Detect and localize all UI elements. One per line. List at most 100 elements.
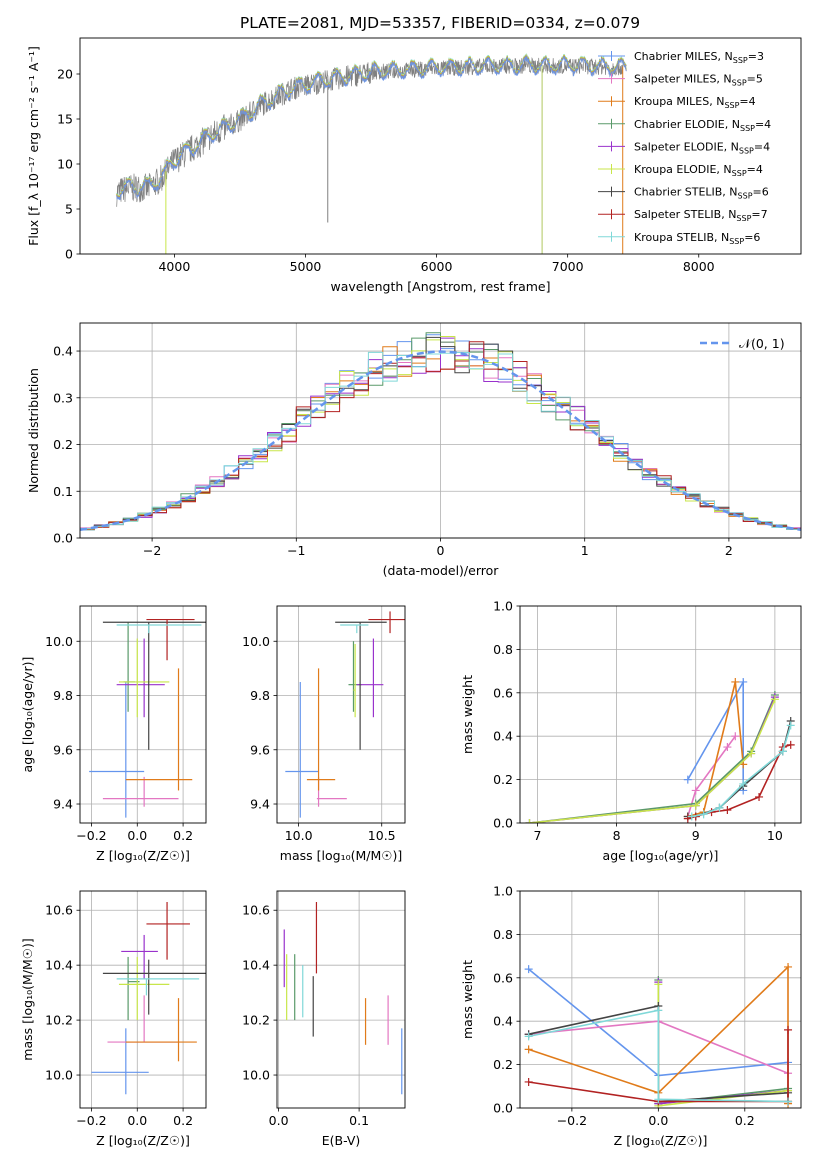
spectrum-frame (79, 37, 802, 255)
series-marker (683, 775, 692, 784)
y-tick-label: 0.3 (53, 390, 73, 405)
y-tick-label: 0.8 (493, 642, 513, 657)
y-tick-label: 0.8 (493, 927, 513, 942)
y-tick-label: 10.2 (242, 1013, 270, 1028)
spectrum-model-line (116, 53, 627, 199)
errorbar-point (102, 621, 206, 750)
x-tick-label: 0.0 (127, 828, 147, 843)
y-tick-label: 10.2 (45, 1013, 73, 1028)
Z-mass-axes: −0.2 0.0 0.2 10.0 10.2 10.4 10.6 Z [log₁₀(Z/Z☉)… (20, 890, 207, 1148)
y-tick-label: 5 (65, 202, 73, 217)
x-tick-label: −0.2 (76, 1113, 106, 1128)
y-tick-label: 10.0 (45, 1068, 73, 1083)
y-tick-label: 9.8 (250, 688, 270, 703)
series-line (654, 975, 793, 1108)
Z-massweight-plot-area (524, 962, 793, 1108)
spectrum-model-line (116, 52, 627, 199)
y-tick-label: 0.6 (493, 970, 513, 985)
series-line (524, 1006, 793, 1106)
series-marker (654, 980, 663, 989)
errorbar-point (368, 611, 405, 634)
ebv-mass-frame (276, 890, 406, 1109)
errorbar-point (102, 959, 206, 1015)
errorbar-point (340, 624, 369, 634)
Z-age-axes: −0.2 0.0 0.2 9.4 9.6 9.8 10.0 Z [log₁₀(Z/Z☉)] ag… (20, 605, 207, 863)
y-tick-label: 9.4 (53, 797, 73, 812)
residual-hist-plot-area (80, 332, 801, 532)
x-tick-label: 8000 (683, 259, 715, 274)
Z-mass-y-axis-label: mass [log₁₀(M/M☉)] (20, 938, 35, 1060)
spectrum-legend: Chabrier MILES, NSSP=3 Salpeter MILES, NS… (598, 50, 771, 246)
y-tick-label: 10.0 (242, 1068, 270, 1083)
errorbar-point (118, 956, 170, 1021)
series-marker (715, 803, 724, 812)
y-tick-label: 10.6 (242, 903, 270, 918)
series-marker (739, 677, 748, 686)
legend-label: Chabrier STELIB, NSSP=6 (634, 186, 769, 201)
residual-hist-frame (79, 322, 802, 539)
page-title: PLATE=2081, MJD=53357, FIBERID=0334, z=0… (240, 14, 640, 32)
ebv-mass-axes: 0.0 0.1 10.0 10.2 10.4 10.6 E(B-V) (242, 890, 406, 1148)
series-marker (786, 721, 795, 730)
x-tick-label: 2 (725, 543, 733, 558)
series-marker (691, 801, 700, 810)
y-tick-label: 0.0 (493, 1101, 513, 1116)
x-tick-label: 10.0 (285, 828, 313, 843)
errorbar-point (91, 1028, 149, 1095)
x-tick-label: 0.0 (269, 1113, 289, 1128)
x-tick-label: 1 (581, 543, 589, 558)
ebv-mass-x-axis-label: E(B-V) (322, 1133, 361, 1148)
errorbar-point (102, 776, 179, 807)
x-tick-label: 8 (613, 828, 621, 843)
y-tick-label: 10.4 (45, 958, 73, 973)
histogram-series (80, 341, 801, 530)
Z-massweight-axes: −0.2 0.0 0.2 0.0 0.2 0.4 0.6 0.8 1.0 Z [log₁₀(Z/Z… (460, 884, 802, 1148)
y-tick-label: 0.6 (493, 685, 513, 700)
x-tick-label: 4000 (158, 259, 190, 274)
legend-label: Kroupa MILES, NSSP=4 (634, 95, 756, 110)
y-tick-label: 0.4 (493, 1014, 513, 1029)
series-marker (524, 965, 533, 974)
errorbar-point (146, 901, 190, 960)
x-tick-label: 0 (437, 543, 445, 558)
Z-mass-x-axis-label: Z [log₁₀(Z/Z☉)] (96, 1133, 190, 1148)
errorbar-point (118, 638, 170, 718)
y-tick-label: 9.4 (250, 797, 270, 812)
series-line (525, 695, 779, 823)
x-tick-label: −0.2 (76, 828, 106, 843)
series-marker (739, 779, 748, 788)
y-tick-label: 9.6 (53, 742, 73, 757)
y-tick-label: 15 (57, 112, 73, 127)
y-tick-label: 20 (57, 67, 73, 82)
series-marker (723, 743, 732, 752)
x-tick-label: −0.2 (557, 1113, 587, 1128)
mass-age-axes: 10.0 10.5 9.4 9.6 9.8 10.0 mass [log₁₀(M/M☉)] (242, 605, 406, 863)
errorbar-point (335, 621, 387, 750)
x-tick-label: 0.0 (127, 1113, 147, 1128)
spectrum-axes: 4000 5000 6000 7000 8000 0 5 10 15 20 wavelength [… (26, 37, 802, 294)
series-marker (524, 1077, 533, 1086)
errorbar-point (89, 681, 145, 818)
series-marker (723, 805, 732, 814)
errorbar-point (285, 681, 319, 818)
y-tick-label: 10.6 (45, 903, 73, 918)
errorbar-point (125, 998, 197, 1062)
normal-curve (80, 350, 801, 532)
x-tick-label: −2 (143, 543, 161, 558)
y-tick-label: 9.8 (53, 688, 73, 703)
y-tick-label: 1.0 (493, 884, 513, 899)
series-line (687, 721, 795, 821)
series-marker (784, 1025, 793, 1034)
y-tick-label: 0 (65, 247, 73, 262)
series-marker (687, 812, 696, 821)
Z-massweight-frame (519, 890, 802, 1109)
age-massweight-y-axis-label: mass weight (460, 675, 475, 754)
legend-label: 𝒩(0, 1) (739, 336, 785, 351)
mass-age-plot-area (285, 611, 405, 818)
Z-massweight-y-axis-label: mass weight (460, 960, 475, 1039)
series-marker (654, 1095, 663, 1104)
errorbar-point (306, 668, 336, 791)
x-tick-label: 0.0 (648, 1113, 668, 1128)
ebv-mass-plot-area (283, 901, 403, 1095)
y-tick-label: 0.2 (493, 772, 513, 787)
